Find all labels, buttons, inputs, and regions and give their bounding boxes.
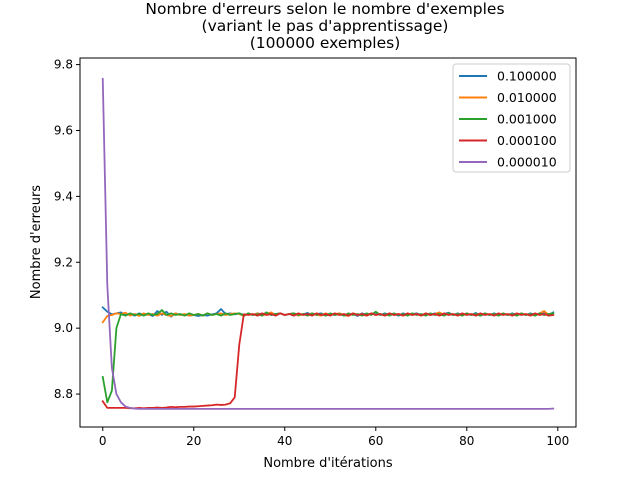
- legend: 0.100000 0.010000 0.001000 0.000100 0.000010: [452, 63, 571, 173]
- x-tick-label: 20: [186, 434, 201, 448]
- y-tick-label: 9.4: [54, 189, 73, 203]
- legend-label-1: 0.010000: [497, 90, 557, 105]
- series-line-4: [101, 77, 555, 410]
- x-tick-label: 40: [277, 434, 292, 448]
- legend-label-0: 0.100000: [497, 69, 557, 84]
- y-axis-ticks: 8.8 9.0 9.2 9.4 9.6 9.8: [54, 58, 80, 401]
- x-tick-label: 60: [368, 434, 383, 448]
- legend-label-4: 0.000010: [497, 155, 557, 170]
- y-tick-label: 9.0: [54, 321, 73, 335]
- y-tick-label: 8.8: [54, 387, 73, 401]
- y-tick-label: 9.2: [54, 255, 73, 269]
- series-line-3: [101, 312, 555, 410]
- plot-frame: [79, 57, 577, 428]
- chart-title-line-1: Nombre d'erreurs selon le nombre d'exemp…: [145, 0, 504, 18]
- legend-label-3: 0.000100: [497, 133, 557, 148]
- legend-box: [452, 63, 571, 173]
- chart-title-line-2: (variant le pas d'apprentissage): [202, 17, 449, 35]
- y-tick-label: 9.8: [54, 58, 73, 72]
- x-axis-ticks: 0 20 40 60 80 100: [99, 427, 569, 448]
- x-axis-label: Nombre d'itérations: [263, 456, 393, 471]
- y-tick-label: 9.6: [54, 123, 73, 137]
- x-tick-label: 80: [459, 434, 474, 448]
- x-tick-label: 100: [546, 434, 569, 448]
- chart-title-line-3: (100000 exemples): [250, 34, 401, 52]
- x-tick-label: 0: [99, 434, 107, 448]
- legend-label-2: 0.001000: [497, 112, 557, 127]
- plot-series: [101, 77, 555, 410]
- y-axis-label: Nombre d'erreurs: [29, 185, 44, 299]
